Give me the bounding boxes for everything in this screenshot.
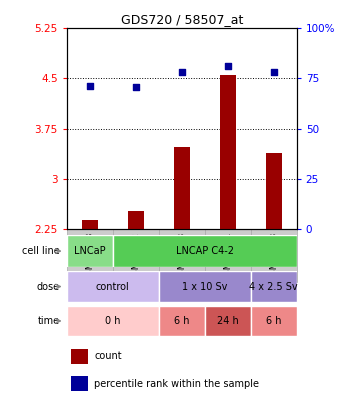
Point bbox=[179, 69, 185, 76]
Text: time: time bbox=[38, 316, 60, 326]
Text: 24 h: 24 h bbox=[217, 316, 239, 326]
Bar bbox=[128, 211, 144, 229]
Point bbox=[271, 69, 276, 76]
Bar bbox=[159, 271, 251, 302]
Text: 6 h: 6 h bbox=[266, 316, 282, 326]
Bar bbox=[67, 271, 159, 302]
Bar bbox=[67, 306, 159, 336]
Bar bbox=[71, 349, 87, 364]
Text: dose: dose bbox=[37, 281, 60, 292]
Bar bbox=[205, 306, 251, 336]
Text: count: count bbox=[94, 352, 122, 361]
Point bbox=[133, 84, 139, 91]
Bar bbox=[113, 229, 159, 282]
Text: LNCAP C4-2: LNCAP C4-2 bbox=[176, 246, 234, 256]
Text: 1 x 10 Sv: 1 x 10 Sv bbox=[182, 281, 227, 292]
Bar bbox=[113, 235, 297, 267]
Bar bbox=[174, 147, 190, 229]
Point bbox=[87, 83, 93, 90]
Bar bbox=[251, 229, 297, 282]
Bar bbox=[159, 306, 205, 336]
Bar bbox=[251, 306, 297, 336]
Text: 4 x 2.5 Sv: 4 x 2.5 Sv bbox=[249, 281, 298, 292]
Text: cell line: cell line bbox=[22, 246, 60, 256]
Text: 6 h: 6 h bbox=[174, 316, 190, 326]
Bar bbox=[251, 271, 297, 302]
Bar bbox=[82, 220, 98, 229]
Bar bbox=[67, 235, 113, 267]
Point bbox=[225, 63, 230, 70]
Title: GDS720 / 58507_at: GDS720 / 58507_at bbox=[121, 13, 243, 26]
Bar bbox=[67, 229, 113, 282]
Bar bbox=[159, 229, 205, 282]
Text: control: control bbox=[96, 281, 130, 292]
Text: percentile rank within the sample: percentile rank within the sample bbox=[94, 379, 259, 389]
Text: 0 h: 0 h bbox=[105, 316, 121, 326]
Bar bbox=[266, 153, 282, 229]
Bar bbox=[205, 229, 251, 282]
Text: LNCaP: LNCaP bbox=[74, 246, 106, 256]
Bar bbox=[220, 75, 236, 229]
Bar bbox=[71, 377, 87, 391]
